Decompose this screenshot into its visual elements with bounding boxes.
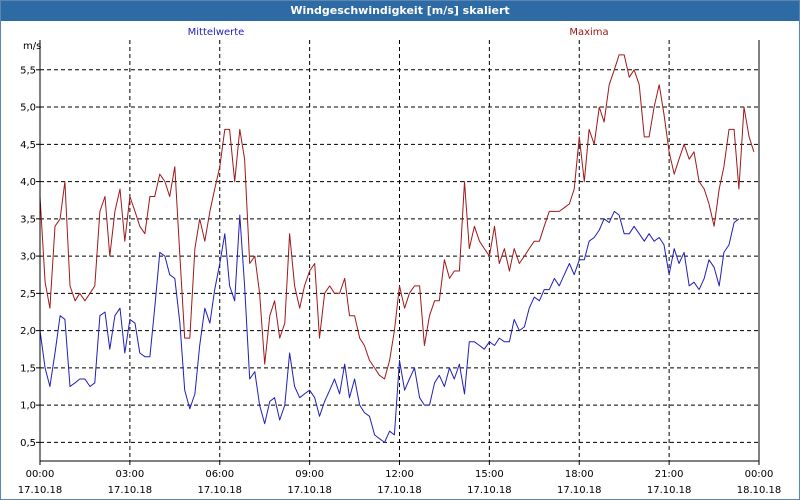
x-tick-label-date: 17.10.18 bbox=[647, 485, 692, 496]
window-title: Windgeschwindigkeit [m/s] skaliert bbox=[1, 1, 799, 21]
series-layer bbox=[39, 54, 755, 443]
legend-layer: Mittelwerte Maxima bbox=[188, 27, 609, 38]
series-line-mittelwerte bbox=[39, 210, 740, 443]
x-tick-label-time: 03:00 bbox=[115, 469, 144, 480]
y-tick-label: 0,5 bbox=[20, 438, 36, 449]
x-tick-label-date: 17.10.18 bbox=[18, 485, 63, 496]
x-tick-label-date: 17.10.18 bbox=[197, 485, 242, 496]
y-tick-label: 1,0 bbox=[20, 401, 36, 412]
x-tick-label-time: 15:00 bbox=[475, 469, 504, 480]
x-tick-label-date: 18.10.18 bbox=[737, 485, 782, 496]
y-tick-label: 2,5 bbox=[20, 289, 36, 300]
x-tick-label-date: 17.10.18 bbox=[108, 485, 153, 496]
x-tick-label-time: 09:00 bbox=[295, 469, 324, 480]
y-tick-label: 2,0 bbox=[20, 326, 36, 337]
x-tick-label-time: 12:00 bbox=[385, 469, 414, 480]
grid-layer bbox=[40, 40, 759, 461]
y-axis-unit-label: m/s bbox=[23, 41, 41, 52]
y-tick-label: 3,5 bbox=[20, 214, 36, 225]
x-tick-label-date: 17.10.18 bbox=[287, 485, 332, 496]
y-tick-label: 4,0 bbox=[20, 177, 36, 188]
y-tick-label: 5,0 bbox=[20, 103, 36, 114]
legend-mittelwerte: Mittelwerte bbox=[188, 27, 245, 38]
y-tick-label: 4,5 bbox=[20, 140, 36, 151]
wind-speed-chart: m/s 0,5 1,0 1,5 2,0 2,5 3,0 3,5 4,0 4,5 5,0 5,5 00:… bbox=[18, 27, 782, 496]
axis-layer: m/s bbox=[23, 40, 760, 462]
y-tick-label: 1,5 bbox=[20, 363, 36, 374]
legend-maxima: Maxima bbox=[569, 27, 608, 38]
y-tick-label: 5,5 bbox=[20, 65, 36, 76]
y-tick-label: 3,0 bbox=[20, 252, 36, 263]
x-tick-label-date: 17.10.18 bbox=[377, 485, 422, 496]
x-tick-label-time: 18:00 bbox=[565, 469, 594, 480]
x-tick-label-time: 00:00 bbox=[26, 469, 55, 480]
x-tick-label-time: 06:00 bbox=[205, 469, 234, 480]
series-line-maxima bbox=[39, 54, 755, 380]
x-tick-label-time: 00:00 bbox=[745, 469, 774, 480]
ticks-layer: 0,5 1,0 1,5 2,0 2,5 3,0 3,5 4,0 4,5 5,0 5,5 00:00 17… bbox=[18, 65, 782, 496]
x-tick-label-time: 21:00 bbox=[655, 469, 684, 480]
x-tick-label-date: 17.10.18 bbox=[557, 485, 602, 496]
x-tick-label-date: 17.10.18 bbox=[467, 485, 512, 496]
